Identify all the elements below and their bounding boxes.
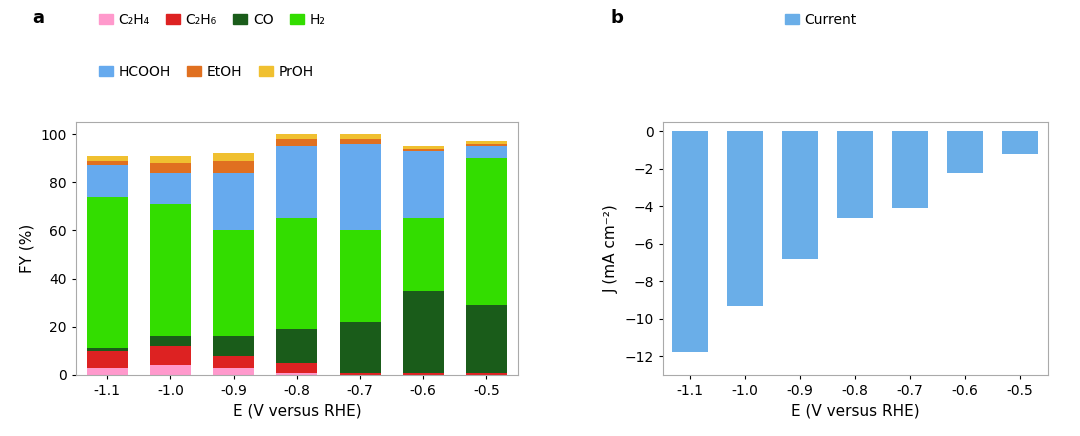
Text: b: b	[610, 9, 623, 27]
Bar	[276, 329, 318, 363]
Text: a: a	[32, 9, 44, 27]
Bar	[276, 146, 318, 218]
Bar	[213, 153, 254, 160]
Bar	[276, 134, 318, 139]
Bar	[403, 149, 444, 151]
Bar	[86, 197, 127, 348]
Bar	[403, 146, 444, 149]
Bar	[150, 346, 191, 365]
X-axis label: E (V versus RHE): E (V versus RHE)	[791, 404, 919, 419]
Bar	[339, 372, 380, 375]
Bar	[339, 134, 380, 139]
Bar	[465, 146, 507, 158]
Bar	[150, 173, 191, 204]
Y-axis label: FY (%): FY (%)	[19, 224, 35, 273]
Bar	[213, 337, 254, 356]
Legend: HCOOH, EtOH, PrOH: HCOOH, EtOH, PrOH	[93, 59, 319, 85]
Bar	[150, 156, 191, 163]
Bar	[86, 156, 127, 160]
Bar	[150, 163, 191, 173]
Bar	[403, 218, 444, 291]
Legend: C₂H₄, C₂H₆, CO, H₂: C₂H₄, C₂H₆, CO, H₂	[93, 7, 332, 32]
Bar	[339, 322, 380, 372]
Bar	[339, 139, 380, 144]
Bar	[465, 158, 507, 305]
Bar	[276, 139, 318, 146]
Bar	[276, 363, 318, 372]
Bar	[339, 231, 380, 322]
Bar	[465, 141, 507, 144]
Bar	[213, 231, 254, 337]
Bar	[673, 131, 708, 352]
Y-axis label: J (mA cm⁻²): J (mA cm⁻²)	[604, 204, 619, 293]
Bar	[150, 337, 191, 346]
Bar	[86, 348, 127, 351]
Bar	[728, 131, 764, 306]
Bar	[782, 131, 819, 259]
Bar	[86, 351, 127, 368]
Bar	[213, 368, 254, 375]
Bar	[465, 144, 507, 146]
Bar	[403, 151, 444, 218]
Bar	[213, 356, 254, 368]
Bar	[892, 131, 928, 208]
Bar	[213, 160, 254, 173]
Bar	[403, 372, 444, 375]
Bar	[86, 368, 127, 375]
Bar	[86, 160, 127, 165]
Bar	[403, 291, 444, 372]
Bar	[947, 131, 983, 173]
Bar	[213, 173, 254, 231]
Legend: Current: Current	[780, 7, 862, 32]
Bar	[465, 372, 507, 375]
Bar	[1002, 131, 1038, 154]
Bar	[465, 305, 507, 372]
Bar	[150, 204, 191, 337]
Bar	[339, 144, 380, 231]
X-axis label: E (V versus RHE): E (V versus RHE)	[232, 404, 361, 419]
Bar	[276, 372, 318, 375]
Bar	[150, 365, 191, 375]
Bar	[837, 131, 873, 218]
Bar	[86, 165, 127, 197]
Bar	[276, 218, 318, 329]
